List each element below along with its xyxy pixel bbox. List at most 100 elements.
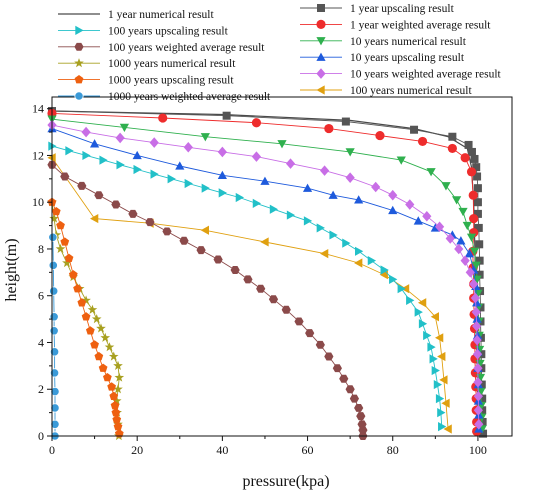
data-point — [328, 190, 338, 199]
legend-entry: 100 years weighted average result — [58, 42, 265, 54]
data-point — [111, 408, 121, 417]
legend-entry: 100 years upscaling result — [58, 25, 229, 37]
data-point — [473, 362, 483, 374]
data-point — [111, 200, 121, 209]
data-point — [456, 236, 466, 245]
legend-marker — [74, 91, 84, 101]
series-5 — [47, 119, 484, 430]
data-point — [114, 429, 124, 438]
data-point — [183, 141, 193, 153]
legend-marker — [74, 75, 84, 84]
data-point — [397, 284, 406, 294]
data-point — [345, 172, 355, 183]
data-point — [474, 419, 484, 430]
y-tick-label: 6 — [38, 289, 44, 303]
data-point — [132, 150, 142, 160]
data-point — [100, 332, 111, 342]
data-point — [128, 209, 138, 218]
legend-label: 1 year upscaling result — [350, 3, 455, 15]
data-point — [260, 176, 270, 185]
legend-label: 100 years upscaling result — [108, 25, 229, 37]
data-point — [429, 354, 438, 364]
data-point — [441, 398, 450, 408]
x-tick-label: 80 — [387, 443, 399, 457]
data-point — [468, 190, 478, 200]
legend-entry: 1 year weighted average result — [300, 19, 491, 31]
legend-marker — [316, 37, 326, 46]
data-point — [380, 265, 389, 275]
series-line — [51, 128, 480, 429]
data-point — [175, 161, 185, 170]
data-point — [452, 196, 462, 205]
data-point — [472, 334, 482, 346]
y-tick-label: 10 — [32, 195, 44, 209]
data-point — [158, 113, 168, 123]
data-point — [252, 198, 262, 208]
y-tick-label: 4 — [38, 335, 44, 349]
data-point — [388, 205, 398, 215]
data-point — [478, 417, 487, 426]
data-point — [56, 220, 65, 230]
legend-label: 1000 years numerical result — [108, 58, 236, 70]
series-0 — [51, 110, 479, 436]
data-point — [91, 314, 102, 324]
legend-entry: 1 year numerical result — [58, 9, 214, 21]
data-point — [256, 284, 266, 293]
data-point — [339, 374, 349, 383]
data-point — [435, 393, 445, 404]
data-point — [64, 253, 74, 263]
data-point — [48, 232, 58, 242]
data-point — [466, 167, 477, 177]
data-point — [49, 286, 59, 296]
data-point — [62, 257, 72, 268]
data-point — [472, 298, 482, 307]
plot-frame — [51, 96, 513, 437]
legend-label: 100 years numerical result — [350, 85, 472, 97]
data-point — [423, 330, 432, 341]
legend-label: 100 years weighted average result — [108, 42, 265, 54]
y-tick-label: 0 — [38, 429, 44, 443]
data-point — [462, 221, 472, 231]
series-10 — [47, 197, 124, 438]
data-point — [316, 223, 325, 233]
data-point — [473, 209, 482, 218]
data-point — [464, 249, 475, 258]
data-point — [464, 140, 473, 149]
legend-marker — [316, 68, 326, 79]
data-point — [434, 221, 445, 233]
data-point — [51, 206, 61, 216]
series-line — [51, 112, 478, 432]
data-point — [81, 312, 91, 321]
legend: 1 year numerical result 100 years upscali… — [58, 3, 502, 103]
legend-label: 10 years numerical result — [350, 36, 467, 48]
data-point — [48, 260, 58, 270]
data-point — [460, 153, 470, 163]
data-point — [268, 295, 279, 304]
data-point — [454, 243, 464, 255]
data-point — [406, 295, 415, 305]
data-point — [473, 184, 482, 193]
data-point — [196, 246, 206, 255]
data-point — [472, 163, 481, 172]
data-point — [217, 170, 227, 180]
data-point — [81, 126, 91, 138]
series-line — [51, 110, 484, 434]
data-point — [260, 237, 269, 247]
legend-entry: 1000 years numerical result — [58, 58, 236, 70]
data-point — [82, 150, 91, 161]
data-point — [439, 375, 448, 385]
data-point — [329, 230, 338, 240]
data-point — [413, 216, 423, 225]
legend-entry: 10 years weighted average result — [300, 68, 502, 81]
data-point — [469, 278, 479, 290]
data-point — [303, 216, 313, 226]
x-tick-label: 0 — [49, 443, 55, 457]
series-11 — [48, 232, 60, 441]
data-point — [319, 165, 330, 176]
data-point — [285, 158, 296, 169]
data-point — [94, 191, 104, 200]
data-point — [414, 307, 423, 317]
data-point — [89, 139, 100, 148]
series-7 — [48, 141, 447, 432]
